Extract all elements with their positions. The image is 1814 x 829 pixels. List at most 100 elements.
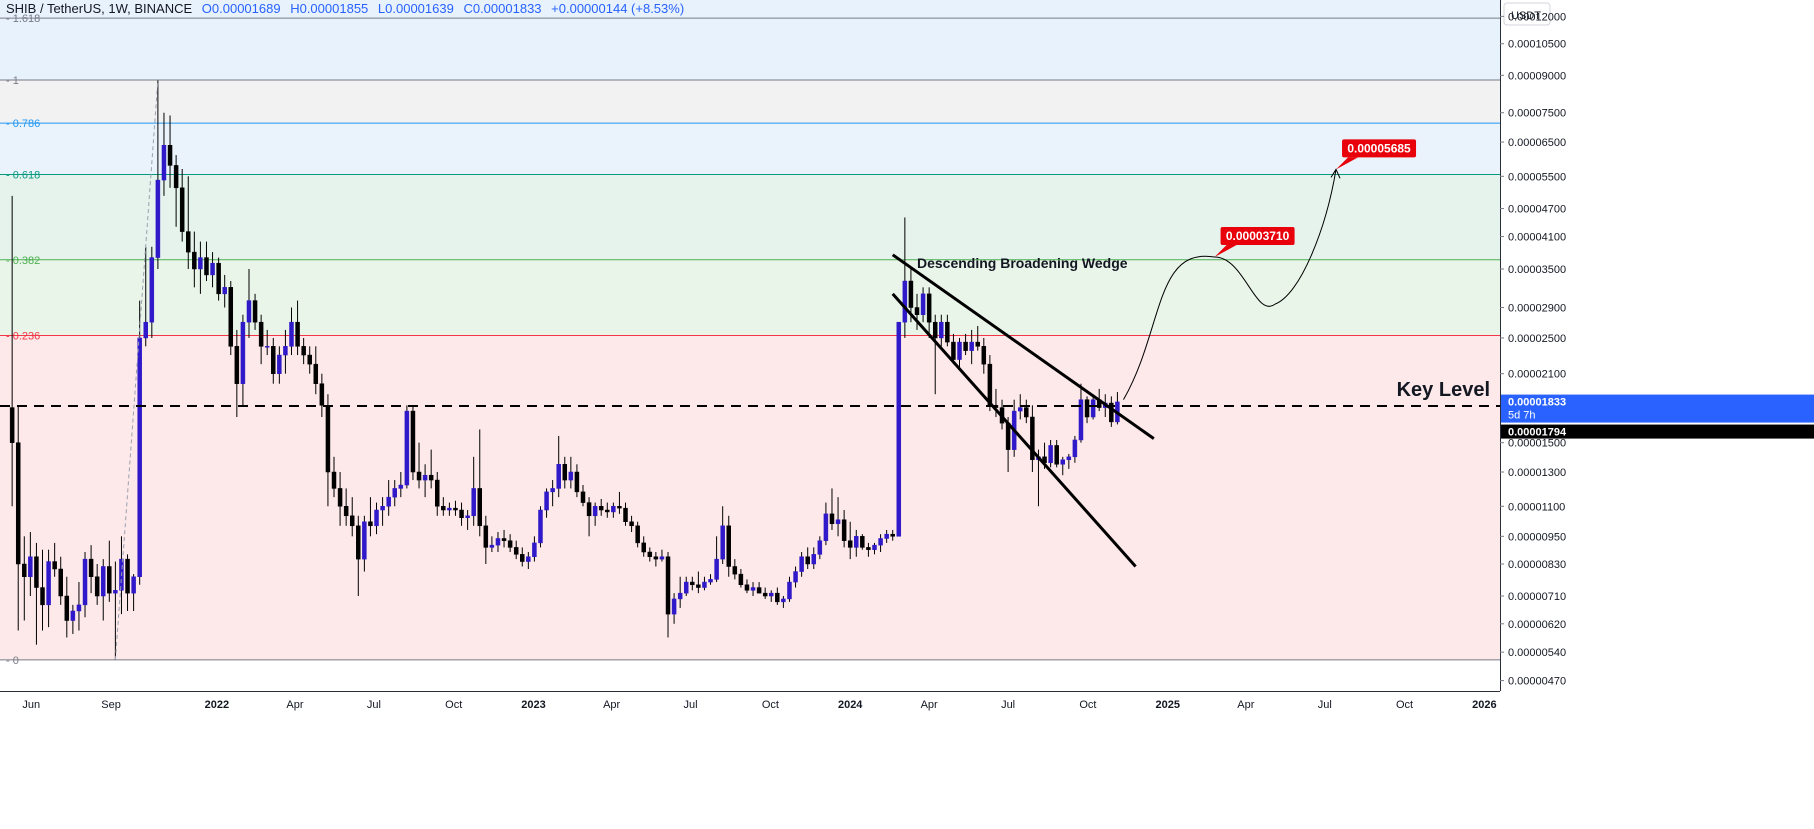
candle-body xyxy=(696,584,701,588)
price-tick-label: 0.00007500 xyxy=(1508,108,1566,120)
candle-body xyxy=(811,554,817,565)
candle-body xyxy=(835,519,841,525)
candle-body xyxy=(198,257,203,270)
candle-body xyxy=(799,556,804,572)
candle-body xyxy=(271,346,276,374)
price-tick-label: 0.00000470 xyxy=(1508,676,1566,688)
candle-body xyxy=(264,346,270,348)
fib-label: - 0.786 xyxy=(6,118,40,130)
candle-body xyxy=(580,491,586,503)
price-tick-label: 0.00002900 xyxy=(1508,303,1566,315)
candle-body xyxy=(343,506,349,517)
candle-body xyxy=(896,321,902,537)
candle-body xyxy=(981,346,987,365)
candle-body xyxy=(125,558,130,594)
candle-body xyxy=(374,509,379,527)
candle-body xyxy=(914,307,920,315)
candle-body xyxy=(349,515,355,527)
candle-body xyxy=(186,231,191,253)
candle-body xyxy=(143,321,148,339)
candle-body xyxy=(1066,456,1072,461)
candle-body xyxy=(732,566,738,575)
candle-body xyxy=(76,604,82,612)
candle-body xyxy=(465,515,470,519)
close-value: C0.00001833 xyxy=(463,1,542,16)
low-value: L0.00001639 xyxy=(377,1,454,16)
time-tick-label: 2026 xyxy=(1472,699,1496,711)
candle-body xyxy=(926,293,932,323)
candle-body xyxy=(495,538,501,546)
candle-body xyxy=(173,165,179,189)
currency-label: USDT xyxy=(1511,10,1541,22)
candle-body xyxy=(665,556,671,615)
candle-body xyxy=(362,521,367,560)
price-tick-label: 0.00010500 xyxy=(1508,39,1566,51)
candle-body xyxy=(586,502,592,517)
candle-body xyxy=(1109,402,1114,423)
projection-arrowhead xyxy=(1330,168,1341,179)
candle-body xyxy=(167,144,173,166)
candle-body xyxy=(520,554,525,562)
candle-body xyxy=(550,488,555,493)
candle-body xyxy=(945,321,950,343)
candle-body xyxy=(246,300,252,323)
currency-button[interactable] xyxy=(1503,2,1551,26)
price-tick-label: 0.00000620 xyxy=(1508,619,1566,631)
price-tick-label: 0.00005500 xyxy=(1508,171,1566,183)
candle-body xyxy=(1030,416,1035,461)
candle-body xyxy=(823,513,829,541)
candle-body xyxy=(683,581,689,594)
wedge-line-upper xyxy=(891,253,1155,440)
time-axis-bg xyxy=(0,691,1814,829)
price-tick-label: 0.00004100 xyxy=(1508,232,1566,244)
target-1-box xyxy=(1220,227,1295,246)
candle-body xyxy=(428,474,434,481)
candle-body xyxy=(325,405,331,473)
candle-body xyxy=(192,251,197,270)
candle-body xyxy=(598,506,604,511)
candle-body xyxy=(210,262,215,276)
candle-body xyxy=(920,293,926,315)
candle-body xyxy=(671,598,677,615)
candle-body xyxy=(544,491,549,511)
candle-body xyxy=(532,542,537,557)
candle-body xyxy=(629,521,634,527)
price-tick-label: 0.00003500 xyxy=(1508,264,1566,276)
time-axis[interactable]: Jun Sep 2022 Apr Jul Oct 2023 Apr Jul Oct 2024 Apr J… xyxy=(0,691,1814,829)
candle-body xyxy=(744,584,750,591)
candle-body xyxy=(556,464,561,489)
candle-body xyxy=(404,410,410,486)
countdown-label: 5d 7h xyxy=(1508,410,1536,422)
drawings: Key Level Descending Broadening Wedge 0.00… xyxy=(0,79,1500,660)
candle-body xyxy=(647,551,653,557)
candle-body xyxy=(337,488,343,507)
time-tick-label: 2023 xyxy=(521,699,545,711)
target-1-pointer xyxy=(1214,245,1237,258)
candle-body xyxy=(277,354,282,374)
target-1-label: 0.00003710 xyxy=(1226,229,1290,243)
candle-body xyxy=(313,363,319,384)
candle-body xyxy=(386,496,391,507)
fib-zone xyxy=(0,123,1500,175)
candle-body xyxy=(22,563,27,577)
candle-body xyxy=(204,257,209,276)
symbol-label: SHIB / TetherUS, 1W, BINANCE xyxy=(6,1,193,16)
candle-body xyxy=(283,346,288,356)
candle-body xyxy=(100,566,106,597)
fib-label: - 1.618 xyxy=(6,13,40,25)
candle-body xyxy=(617,506,622,509)
candle-body xyxy=(434,479,440,507)
candle-body xyxy=(847,540,853,548)
last-price-tag xyxy=(1501,394,1814,423)
fib-label: - 0.382 xyxy=(6,255,40,267)
candle-body xyxy=(471,488,476,517)
candle-body xyxy=(477,488,483,527)
fib-zone xyxy=(0,79,1500,124)
candle-body xyxy=(52,561,57,570)
candle-body xyxy=(1048,445,1053,464)
fib-label: - 0 xyxy=(6,655,19,667)
candle-body xyxy=(963,341,968,351)
key-price-label: 0.00001794 xyxy=(1508,427,1567,439)
